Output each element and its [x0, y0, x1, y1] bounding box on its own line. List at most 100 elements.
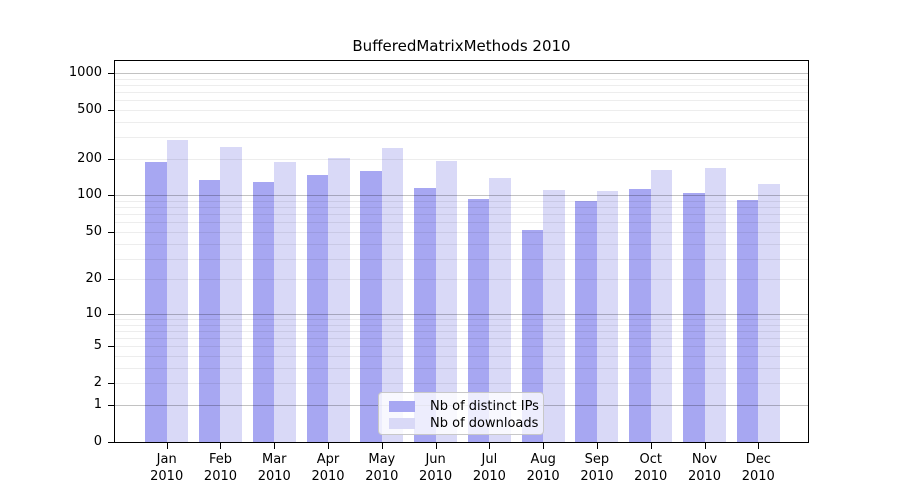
- legend-label: Nb of downloads: [430, 416, 539, 431]
- bar-jul-distinct-ips: [467, 198, 490, 442]
- bar-apr-downloads: [328, 157, 350, 442]
- y-tick-mark: [108, 383, 114, 385]
- grid-line-minor: [115, 91, 808, 93]
- legend: Nb of distinct IPs Nb of downloads: [378, 392, 544, 435]
- grid-line-minor: [115, 383, 808, 385]
- x-tick-mark: [758, 443, 760, 449]
- grid-line-minor: [115, 78, 808, 80]
- bar-dec-downloads: [758, 184, 780, 442]
- grid-line-minor: [115, 318, 808, 320]
- grid-line-minor: [115, 100, 808, 102]
- bar-dec-distinct-ips: [736, 199, 759, 442]
- bar-nov-downloads: [704, 167, 726, 442]
- legend-swatch-downloads: [389, 418, 415, 429]
- x-axis-tick-label: Jan 2010: [150, 452, 184, 484]
- x-axis-tick-label: Jun 2010: [419, 452, 453, 484]
- legend-item: Nb of downloads: [389, 415, 543, 432]
- x-axis-tick-label: Oct 2010: [634, 452, 668, 484]
- x-tick-mark: [704, 443, 706, 449]
- bar-sep-distinct-ips: [575, 201, 597, 442]
- bar-aug-downloads: [543, 190, 565, 442]
- legend-label: Nb of distinct IPs: [430, 399, 539, 414]
- bar-may-distinct-ips: [360, 170, 382, 442]
- bar-aug-distinct-ips: [521, 229, 544, 442]
- bar-apr-distinct-ips: [306, 175, 329, 442]
- x-tick-mark: [220, 443, 222, 449]
- bar-feb-distinct-ips: [198, 179, 221, 442]
- plot-area: [114, 60, 809, 443]
- grid-line-minor: [115, 356, 808, 358]
- y-axis-tick-label: 200: [77, 150, 102, 166]
- y-axis-tick-label: 2: [93, 375, 102, 391]
- y-axis-tick-label: 1000: [68, 64, 102, 80]
- y-tick-mark: [108, 279, 114, 281]
- x-axis-tick-label: Nov 2010: [687, 452, 722, 484]
- y-tick-mark: [108, 195, 114, 197]
- y-tick-mark: [108, 231, 114, 233]
- grid-line-minor: [115, 258, 808, 260]
- bar-mar-distinct-ips: [252, 182, 275, 442]
- legend-item: Nb of distinct IPs: [389, 398, 543, 415]
- grid-line-minor: [115, 330, 808, 332]
- bar-jun-downloads: [435, 160, 458, 442]
- grid-line-minor: [115, 324, 808, 326]
- y-axis-tick-label: 0: [93, 434, 102, 449]
- x-tick-mark: [543, 443, 545, 449]
- bar-jun-distinct-ips: [414, 187, 436, 442]
- y-tick-mark: [108, 442, 114, 443]
- x-axis-tick-label: Aug 2010: [526, 452, 560, 484]
- x-axis-tick-label: Mar 2010: [257, 452, 291, 484]
- grid-line-minor: [115, 158, 808, 160]
- x-tick-mark: [274, 443, 276, 449]
- legend-swatch-distinct-ips: [389, 401, 415, 412]
- bar-may-downloads: [381, 147, 404, 442]
- bar-feb-downloads: [220, 146, 242, 442]
- grid-line-minor: [115, 231, 808, 233]
- grid-line-major: [115, 195, 808, 197]
- y-axis-tick-label: 500: [77, 101, 102, 117]
- x-tick-mark: [166, 443, 168, 449]
- x-tick-mark: [489, 443, 491, 449]
- chart-title: BufferedMatrixMethods 2010: [352, 37, 571, 55]
- bar-oct-distinct-ips: [629, 189, 651, 442]
- x-tick-mark: [381, 443, 383, 449]
- x-tick-mark: [596, 443, 598, 449]
- y-axis-tick-label: 100: [77, 187, 102, 203]
- bar-mar-downloads: [274, 161, 296, 442]
- bar-sep-downloads: [596, 191, 619, 442]
- bar-oct-downloads: [650, 169, 673, 442]
- grid-line-minor: [115, 279, 808, 281]
- x-axis-tick-label: Jul 2010: [472, 452, 506, 484]
- bar-jul-downloads: [489, 178, 511, 442]
- x-tick-mark: [650, 443, 652, 449]
- y-axis-tick-label: 20: [85, 271, 102, 287]
- bar-jan-downloads: [166, 139, 189, 442]
- grid-line-minor: [115, 222, 808, 224]
- y-tick-mark: [108, 158, 114, 160]
- y-tick-mark: [108, 109, 114, 111]
- x-axis-tick-label: Dec 2010: [741, 452, 775, 484]
- grid-line-minor: [115, 367, 808, 369]
- grid-line-minor: [115, 137, 808, 139]
- y-axis-tick-label: 50: [85, 223, 102, 239]
- y-tick-mark: [108, 313, 114, 315]
- bar-nov-distinct-ips: [683, 193, 705, 442]
- y-axis-tick-label: 10: [85, 305, 102, 321]
- y-axis-tick-label: 5: [93, 338, 102, 354]
- y-tick-mark: [108, 404, 114, 406]
- x-tick-mark: [435, 443, 437, 449]
- y-axis-tick-label: 1: [93, 396, 102, 412]
- x-axis-tick-label: Feb 2010: [203, 452, 238, 484]
- y-tick-mark: [108, 72, 114, 74]
- grid-line-minor: [115, 243, 808, 245]
- grid-line-minor: [115, 207, 808, 209]
- grid-line-major: [115, 72, 808, 74]
- grid-line-minor: [115, 84, 808, 86]
- grid-line-minor: [115, 338, 808, 340]
- bar-jan-distinct-ips: [145, 161, 167, 442]
- grid-line-major: [115, 313, 808, 315]
- y-tick-mark: [108, 346, 114, 348]
- x-axis-tick-label: May 2010: [365, 452, 399, 484]
- x-tick-mark: [328, 443, 330, 449]
